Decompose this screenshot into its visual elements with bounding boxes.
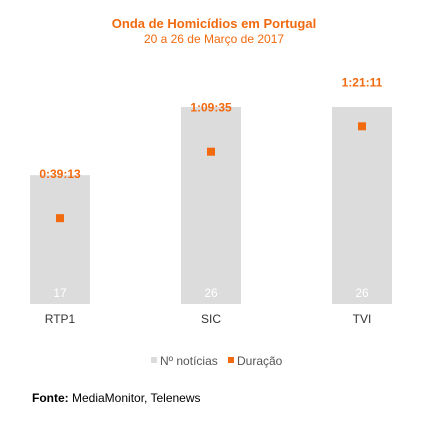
bar-value-label: 17 xyxy=(53,286,67,300)
legend-swatch-duration xyxy=(228,357,234,363)
legend-label-duration: Duração xyxy=(237,354,283,368)
chart-title: Onda de Homicídios em Portugal xyxy=(112,16,316,31)
legend: Nº notícias Duração xyxy=(151,354,283,368)
category-label: SIC xyxy=(201,312,221,326)
plot-area: 17 RTP1 0:39:13 26 SIC 1:09:35 26 TVI 1:21:11 xyxy=(30,75,392,326)
category-label: TVI xyxy=(353,312,372,326)
source-text: MediaMonitor, Telenews xyxy=(72,391,201,405)
legend-swatch-notices xyxy=(151,357,157,363)
category-label: RTP1 xyxy=(45,312,76,326)
bar-rtp1 xyxy=(30,175,90,304)
duration-point-sic xyxy=(207,147,215,156)
bar-value-label: 26 xyxy=(204,286,218,300)
duration-point-rtp1 xyxy=(56,214,64,223)
duration-value-label: 0:39:13 xyxy=(39,167,81,181)
bar-tvi xyxy=(332,107,392,304)
source-note: Fonte: MediaMonitor, Telenews xyxy=(32,391,201,405)
source-label: Fonte: xyxy=(32,391,69,405)
duration-point-tvi xyxy=(358,122,366,131)
legend-label-notices: Nº notícias xyxy=(160,354,218,368)
bar-sic xyxy=(181,107,241,304)
duration-value-label: 1:21:11 xyxy=(342,75,383,89)
chart-subtitle: 20 a 26 de Março de 2017 xyxy=(144,32,284,46)
bar-value-label: 26 xyxy=(355,286,369,300)
duration-value-label: 1:09:35 xyxy=(190,101,232,115)
